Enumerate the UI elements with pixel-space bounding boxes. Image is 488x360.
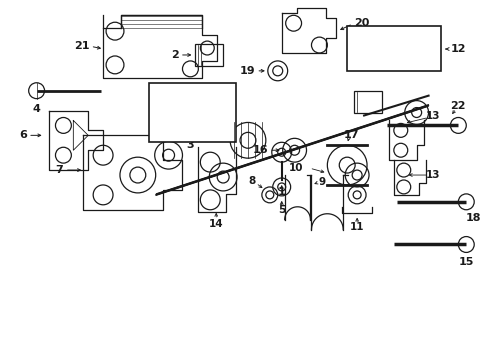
- Bar: [353, 91, 381, 113]
- Text: 12: 12: [449, 44, 465, 54]
- Text: 20: 20: [353, 18, 369, 28]
- Text: 13: 13: [426, 170, 440, 180]
- Text: 2: 2: [170, 50, 178, 60]
- Text: 21: 21: [74, 41, 89, 51]
- Text: 18: 18: [465, 213, 480, 223]
- Text: 11: 11: [349, 222, 364, 231]
- Text: 17: 17: [343, 130, 358, 140]
- Text: 13: 13: [426, 111, 440, 121]
- Text: 6: 6: [19, 130, 27, 140]
- Text: 14: 14: [208, 219, 223, 229]
- Text: 4: 4: [33, 104, 41, 113]
- Text: 15: 15: [458, 257, 473, 267]
- Bar: [148, 83, 236, 142]
- Text: 7: 7: [56, 165, 63, 175]
- Text: 8: 8: [248, 176, 255, 186]
- Bar: [346, 26, 441, 71]
- Text: 16: 16: [252, 145, 267, 155]
- Text: 5: 5: [277, 205, 285, 215]
- Text: 22: 22: [449, 100, 465, 111]
- Text: 1: 1: [277, 187, 285, 197]
- Text: 9: 9: [318, 177, 325, 187]
- Text: 3: 3: [186, 140, 194, 150]
- Bar: [195, 44, 223, 66]
- Text: 19: 19: [239, 66, 254, 76]
- Text: 10: 10: [288, 163, 302, 173]
